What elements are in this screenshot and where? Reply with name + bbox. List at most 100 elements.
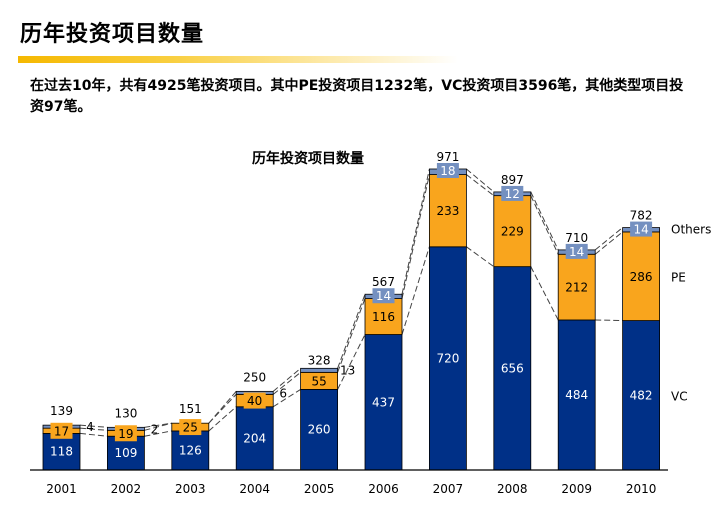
label-total-2001: 139 [50, 404, 73, 418]
label-pe-2002: 19 [118, 427, 133, 441]
bar-vc-2010 [622, 320, 660, 471]
label-others-2010: 14 [633, 223, 648, 237]
label-total-2009: 710 [565, 231, 588, 245]
label-bg-pe-2002 [114, 425, 137, 442]
connector-others-2004 [272, 367, 301, 392]
summary-text: 在过去10年，共有4925笔投资项目。其中PE投资项目1232笔，VC投资项目3… [30, 78, 684, 115]
label-others-2009: 14 [569, 245, 584, 259]
connector-others-2002 [144, 422, 172, 428]
x-tick-2007: 2007 [433, 482, 464, 496]
connector-vc-2001 [79, 432, 108, 437]
bar-vc-2003 [171, 430, 210, 471]
label-bg-others-2008 [501, 185, 524, 201]
bar-others-2005 [300, 367, 339, 373]
label-pe-2006: 116 [372, 310, 395, 324]
x-tick-2004: 2004 [239, 482, 270, 496]
bar-pe-2010 [622, 231, 660, 321]
connector-pe-2007 [466, 174, 495, 197]
connector-others-2001 [79, 424, 108, 428]
label-vc-2010: 482 [630, 388, 653, 402]
label-bg-pe-2004 [243, 392, 266, 409]
connector-pe-2008 [530, 195, 559, 255]
bar-vc-2002 [107, 435, 145, 471]
label-vc-2008: 656 [501, 361, 524, 375]
label-pe-2009: 212 [565, 281, 588, 295]
label-others-2008: 12 [505, 187, 520, 201]
label-bg-others-2010 [630, 221, 653, 237]
connector-vc-2005 [337, 334, 366, 390]
connector-vc-2009 [595, 319, 623, 322]
bar-pe-2008 [493, 195, 532, 268]
label-vc-2007: 720 [436, 351, 459, 365]
connector-vc-2008 [530, 266, 559, 321]
connector-vc-2004 [272, 388, 301, 408]
connector-vc-2003 [208, 406, 237, 432]
label-total-2004: 250 [243, 370, 266, 384]
label-others-2004: 6 [279, 386, 287, 400]
x-tick-2006: 2006 [368, 482, 399, 496]
x-tick-2003: 2003 [175, 482, 206, 496]
label-pe-2004: 40 [247, 394, 262, 408]
label-total-2005: 328 [308, 353, 331, 367]
bar-vc-2006 [364, 334, 403, 471]
bar-vc-2004 [235, 406, 274, 471]
label-vc-2003: 126 [179, 443, 202, 457]
legend-vc: VC [671, 389, 688, 403]
bars-group: 118 17 4 139 109 19 2 130 126 25 151 204 40 6 250 260 55… [42, 150, 660, 471]
legend-pe: PE [671, 270, 686, 284]
label-total-2007: 971 [436, 150, 459, 164]
label-bg-others-2009 [565, 243, 588, 259]
label-others-2001: 4 [86, 420, 94, 434]
x-tick-2009: 2009 [561, 482, 592, 496]
label-bg-pe-2001 [50, 422, 73, 439]
label-vc-2002: 109 [114, 446, 137, 460]
label-vc-2001: 118 [50, 445, 73, 459]
x-tick-2001: 2001 [46, 482, 77, 496]
label-bg-others-2006 [372, 288, 395, 304]
label-bg-others-2007 [436, 162, 459, 178]
label-others-2002: 2 [151, 422, 159, 436]
connector-pe-2001 [79, 427, 108, 431]
label-others-2005: 13 [340, 363, 355, 377]
connector-lines [79, 168, 623, 437]
connector-pe-2006 [401, 174, 430, 299]
title-underline-bar [18, 56, 458, 63]
connector-vc-2006 [401, 246, 430, 335]
label-bg-pe-2003 [179, 419, 202, 436]
label-others-2007: 18 [440, 164, 455, 178]
label-total-2010: 782 [630, 209, 653, 223]
label-vc-2009: 484 [565, 388, 588, 402]
label-pe-2001: 17 [54, 424, 69, 438]
connector-vc-2002 [144, 430, 172, 437]
label-vc-2004: 204 [243, 431, 266, 445]
legend: Others PE VC [671, 223, 711, 404]
label-others-2006: 14 [376, 289, 391, 303]
x-tick-labels: 2001 2002 2003 2004 2005 2006 2007 2008 2009 2010 [46, 482, 656, 496]
label-pe-2010: 286 [630, 270, 653, 284]
page-title: 历年投资项目数量 [20, 22, 205, 47]
bar-vc-2009 [557, 319, 596, 471]
label-pe-2007: 233 [436, 204, 459, 218]
connector-others-2006 [401, 168, 430, 295]
legend-others: Others [671, 223, 711, 237]
bar-pe-2007 [428, 174, 467, 248]
label-pe-2008: 229 [501, 225, 524, 239]
connector-others-2009 [594, 227, 623, 251]
connector-others-2008 [530, 191, 559, 251]
connector-others-2005 [337, 294, 366, 369]
connector-pe-2004 [272, 371, 301, 395]
connector-pe-2003 [208, 394, 237, 424]
label-total-2006: 567 [372, 275, 395, 289]
label-total-2003: 151 [179, 402, 202, 416]
chart-title: 历年投资项目数量 [252, 150, 364, 167]
label-vc-2006: 437 [372, 395, 395, 409]
label-pe-2003: 25 [183, 421, 198, 435]
bar-vc-2005 [300, 388, 339, 471]
label-total-2002: 130 [114, 406, 137, 420]
connector-others-2003 [208, 391, 237, 424]
x-tick-2008: 2008 [497, 482, 528, 496]
label-total-2008: 897 [501, 173, 524, 187]
bar-vc-2008 [493, 266, 532, 471]
x-tick-2005: 2005 [304, 482, 335, 496]
